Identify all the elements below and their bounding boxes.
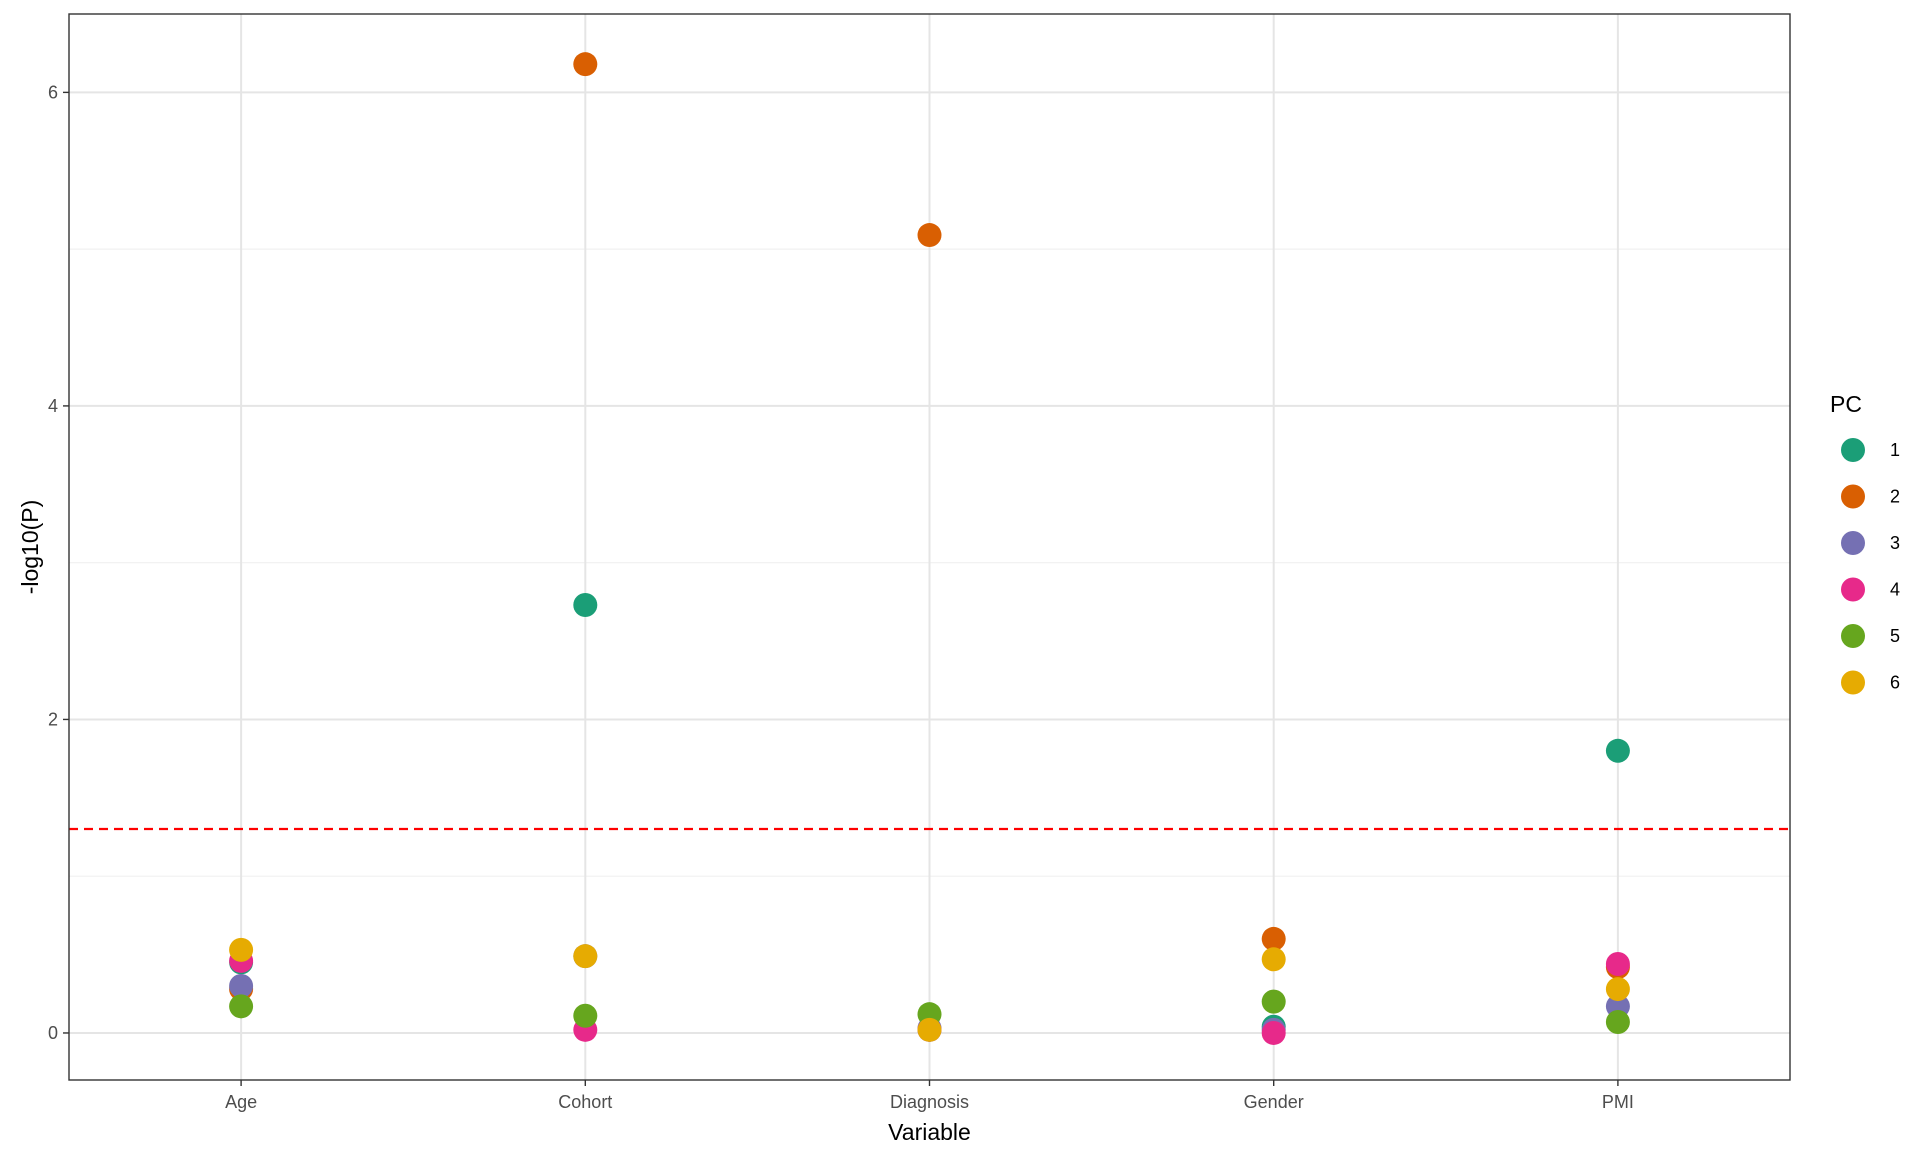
data-point-pc4-pmi (1605, 951, 1630, 976)
x-tick-label: Age (225, 1092, 257, 1112)
legend-label-pc4: 4 (1890, 580, 1900, 600)
legend-label-pc5: 5 (1890, 626, 1900, 646)
x-axis-title: Variable (888, 1119, 971, 1145)
legend-label-pc2: 2 (1890, 487, 1900, 507)
data-point-pc5-cohort (573, 1003, 598, 1028)
legend-key-pc3 (1841, 531, 1865, 555)
data-point-pc1-cohort (573, 593, 598, 618)
legend-key-pc6 (1841, 670, 1865, 695)
legend-key-pc4 (1841, 577, 1865, 602)
data-point-pc2-gender (1261, 926, 1286, 951)
data-point-pc6-cohort (573, 944, 598, 969)
y-axis-title: -log10(P) (17, 500, 43, 595)
y-tick-label: 4 (48, 396, 58, 416)
data-point-pc3-age (229, 973, 254, 998)
x-tick-label: Cohort (558, 1092, 612, 1112)
legend: PC 1 2 3 4 5 6 (1830, 391, 1900, 695)
y-tick-label: 0 (48, 1023, 58, 1043)
x-tick-label: Diagnosis (890, 1092, 969, 1112)
legend-key-pc5 (1841, 624, 1865, 648)
legend-label-pc3: 3 (1890, 533, 1900, 553)
data-point-pc6-gender (1261, 947, 1286, 972)
legend-label-pc6: 6 (1890, 673, 1900, 693)
y-tick-label: 2 (48, 709, 58, 729)
data-point-pc2-diagnosis (917, 223, 942, 248)
data-points (229, 52, 1630, 1045)
data-point-pc4-gender (1261, 1020, 1286, 1045)
axes: 0 2 4 6 Age Cohort Diagnosis Gender PMI (48, 13, 1791, 1112)
data-point-pc5-pmi (1605, 1009, 1630, 1034)
x-tick-label: Gender (1244, 1092, 1304, 1112)
data-point-pc5-age (229, 994, 254, 1019)
data-point-pc5-gender (1261, 989, 1286, 1014)
data-point-pc2-cohort (573, 52, 598, 77)
plot-panel (69, 14, 1790, 1080)
legend-label-pc1: 1 (1890, 440, 1900, 460)
data-point-pc6-age (229, 937, 254, 962)
data-point-pc1-pmi (1605, 738, 1630, 763)
legend-title: PC (1830, 391, 1862, 417)
data-point-pc6-pmi (1605, 977, 1630, 1002)
y-tick-label: 6 (48, 82, 58, 102)
data-point-pc6-diagnosis (917, 1017, 942, 1042)
legend-key-pc1 (1841, 438, 1865, 462)
legend-key-pc2 (1841, 484, 1865, 509)
x-tick-label: PMI (1602, 1092, 1634, 1112)
